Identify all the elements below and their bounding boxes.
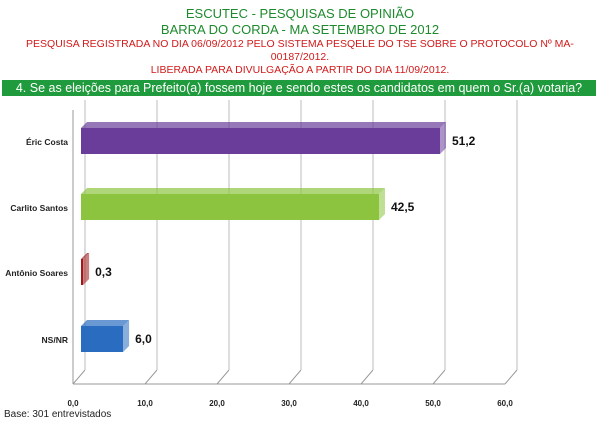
value-label: 6,0 xyxy=(135,332,152,346)
category-label: Antônio Soares xyxy=(5,268,68,278)
bar-top xyxy=(81,188,385,194)
header-subtitle: BARRA DO CORDA - MA SETEMBRO DE 2012 xyxy=(160,22,440,37)
bar-side xyxy=(440,122,446,154)
value-label: 51,2 xyxy=(452,134,476,148)
release-text: LIBERADA PARA DIVULGAÇÃO A PARTIR DO DIA… xyxy=(150,64,450,76)
x-tick-label: 50,0 xyxy=(425,399,441,408)
bar-side xyxy=(83,253,90,285)
floor-gridline xyxy=(216,369,230,385)
bar-side xyxy=(123,320,130,352)
bar xyxy=(81,259,84,285)
value-label: 0,3 xyxy=(95,265,112,279)
base-note: Base: 301 entrevistados xyxy=(4,409,112,420)
category-label: NS/NR xyxy=(42,335,68,345)
category-label: Carlito Santos xyxy=(10,203,68,213)
header: ESCUTEC - PESQUISAS DE OPINIÃO BARRA DO C… xyxy=(0,6,600,38)
bar-top xyxy=(81,253,90,259)
header-title: ESCUTEC - PESQUISAS DE OPINIÃO xyxy=(185,6,415,21)
x-tick-label: 20,0 xyxy=(209,399,225,408)
floor-gridline xyxy=(144,369,158,385)
x-tick-label: 10,0 xyxy=(137,399,153,408)
category-label: Éric Costa xyxy=(26,137,68,147)
registration-text: PESQUISA REGISTRADA NO DIA 06/09/2012 PE… xyxy=(26,38,574,63)
floor-gridline xyxy=(72,369,86,385)
floor-gridline xyxy=(504,369,518,385)
registration-note: PESQUISA REGISTRADA NO DIA 06/09/2012 PE… xyxy=(0,38,600,77)
bar-side xyxy=(378,188,385,220)
x-tick-label: 40,0 xyxy=(353,399,369,408)
bar-top xyxy=(81,320,130,326)
bar xyxy=(81,326,124,352)
bar xyxy=(81,128,440,154)
x-tick-label: 30,0 xyxy=(281,399,297,408)
floor-gridline xyxy=(432,369,446,385)
value-label: 42,5 xyxy=(391,200,415,214)
x-tick-label: 60,0 xyxy=(497,399,513,408)
bar-top xyxy=(81,122,446,128)
floor-gridline xyxy=(288,369,302,385)
floor-gridline xyxy=(360,369,374,385)
x-tick-label: 0,0 xyxy=(67,399,79,408)
chart-title: 4. Se as eleições para Prefeito(a) fosse… xyxy=(2,80,596,96)
bar xyxy=(81,194,379,220)
